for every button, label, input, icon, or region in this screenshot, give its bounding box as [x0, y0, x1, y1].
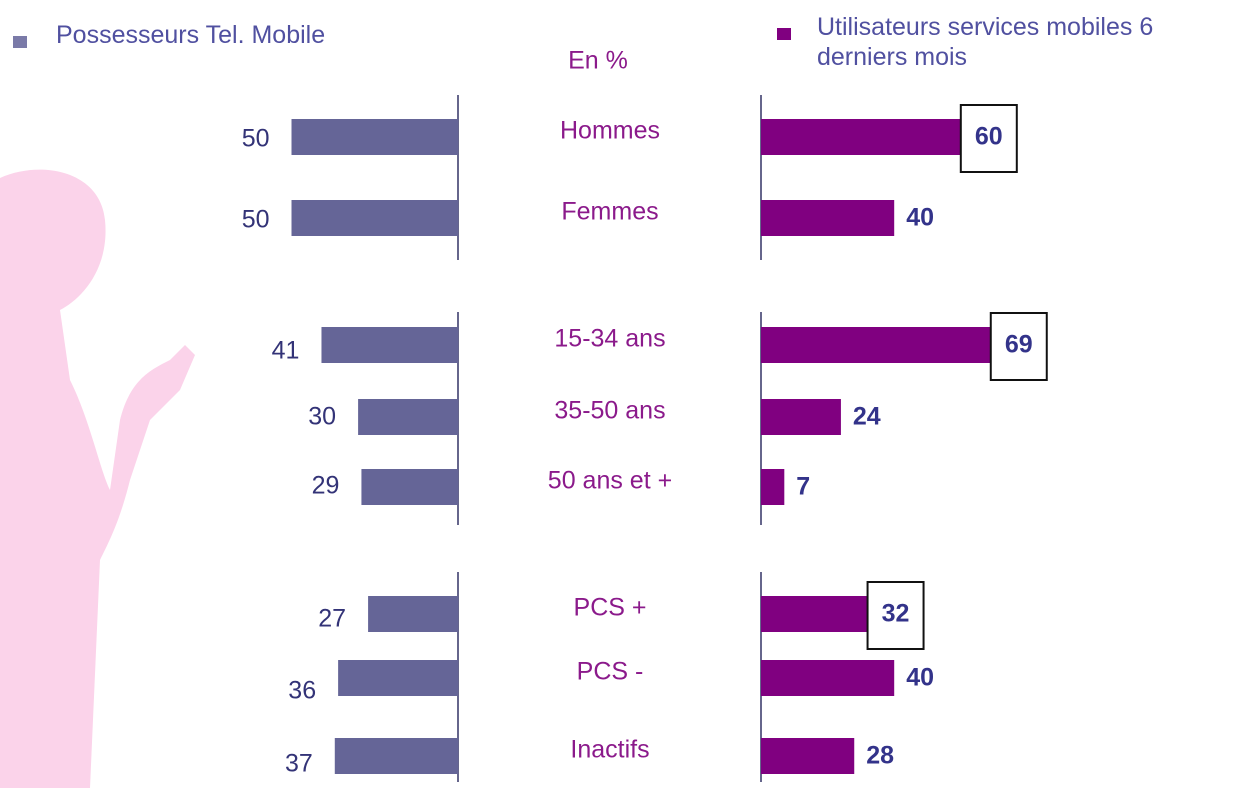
- value-label: 29: [312, 472, 340, 500]
- bar: [761, 399, 841, 435]
- value-label: 50: [242, 125, 270, 153]
- value-label: 50: [242, 206, 270, 234]
- legend-swatch: [777, 28, 791, 40]
- bar: [761, 200, 895, 236]
- category-label: PCS +: [574, 594, 647, 622]
- category-label: Hommes: [560, 117, 660, 145]
- bar: [761, 469, 785, 505]
- category-label: PCS -: [577, 658, 644, 686]
- bar: [368, 596, 458, 632]
- value-label: 37: [285, 750, 313, 778]
- value-label: 27: [318, 605, 346, 633]
- value-label: 40: [906, 204, 934, 232]
- bar: [761, 596, 868, 632]
- bar: [358, 399, 458, 435]
- legend-label: Possesseurs Tel. Mobile: [56, 21, 326, 49]
- value-label: 7: [796, 473, 810, 501]
- bar: [361, 469, 458, 505]
- bar: [334, 738, 458, 774]
- highlight-box: [866, 581, 925, 650]
- subtitle: En %: [568, 47, 628, 75]
- value-label: 32: [882, 600, 910, 628]
- bar: [338, 660, 458, 696]
- value-label: 30: [308, 403, 336, 431]
- value-label: 28: [866, 742, 894, 770]
- legend-swatch: [13, 36, 27, 48]
- value-label: 24: [853, 403, 881, 431]
- bar: [291, 200, 458, 236]
- highlight-box: [959, 104, 1018, 173]
- value-label: 69: [1005, 331, 1033, 359]
- category-label: 35-50 ans: [554, 397, 665, 425]
- legend-label: Utilisateurs services mobiles 6 derniers…: [817, 13, 1154, 71]
- background-silhouette: [0, 169, 195, 788]
- value-label: 40: [906, 664, 934, 692]
- category-label: Inactifs: [570, 736, 649, 764]
- category-label: 15-34 ans: [554, 325, 665, 353]
- bar: [291, 119, 458, 155]
- category-label: Femmes: [561, 198, 658, 226]
- bar: [321, 327, 458, 363]
- value-label: 36: [288, 677, 316, 705]
- bar: [761, 119, 961, 155]
- category-label: 50 ans et +: [548, 467, 672, 495]
- bar: [761, 738, 855, 774]
- bar: [761, 660, 895, 696]
- highlight-box: [989, 312, 1048, 381]
- value-label: 60: [975, 123, 1003, 151]
- value-label: 41: [272, 337, 300, 365]
- bar: [761, 327, 991, 363]
